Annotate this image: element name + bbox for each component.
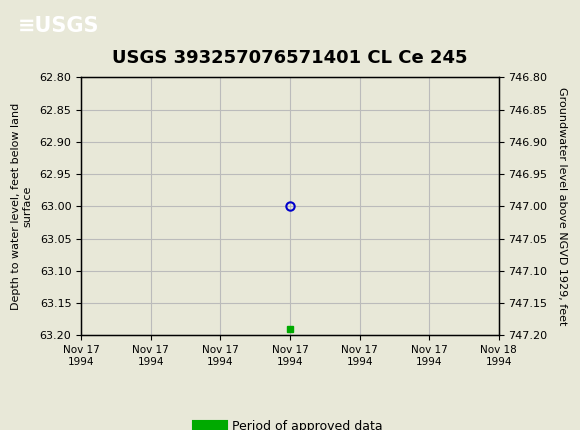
Y-axis label: Groundwater level above NGVD 1929, feet: Groundwater level above NGVD 1929, feet [557, 87, 567, 326]
Legend: Period of approved data: Period of approved data [192, 415, 388, 430]
Text: USGS 393257076571401 CL Ce 245: USGS 393257076571401 CL Ce 245 [113, 49, 467, 67]
Text: ≡USGS: ≡USGS [17, 16, 99, 36]
Y-axis label: Depth to water level, feet below land
surface: Depth to water level, feet below land su… [11, 103, 32, 310]
